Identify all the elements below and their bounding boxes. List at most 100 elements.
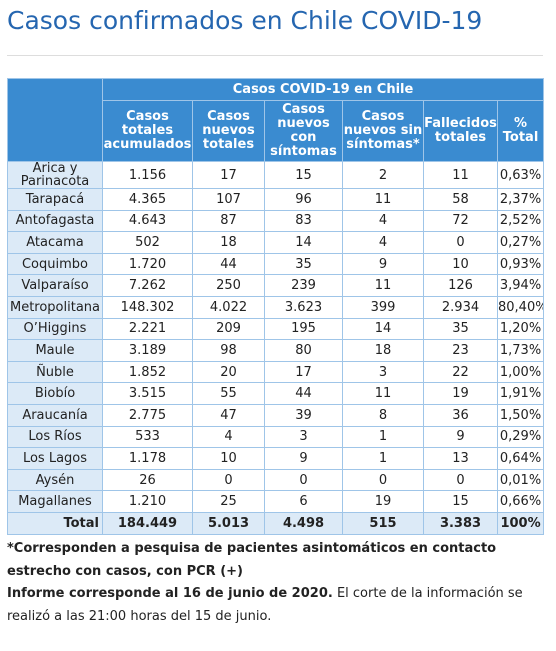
cell: 2,37% <box>496 188 545 211</box>
cell: 4 <box>342 209 424 233</box>
column-header: Casos nuevos totales <box>192 100 265 162</box>
cell: 55 <box>192 382 265 405</box>
cell: 1.178 <box>102 447 193 470</box>
cell: 107 <box>192 188 265 211</box>
cell: 4.365 <box>102 188 193 211</box>
column-header: Casos nuevos sin síntomas* <box>342 100 424 162</box>
cell: 7.262 <box>102 274 193 297</box>
cell: 1.852 <box>102 360 193 384</box>
cell: 26 <box>102 468 193 492</box>
cell: 0 <box>423 231 498 254</box>
cell: 23 <box>423 339 498 362</box>
cell: 0,01% <box>496 468 545 492</box>
column-header: Fallecidos totales <box>423 100 498 162</box>
cell: 4 <box>342 231 424 254</box>
cell: 10 <box>192 447 265 470</box>
cell: 25 <box>192 490 265 513</box>
table-caption: Casos COVID-19 en Chile <box>101 78 545 101</box>
cell: 0,64% <box>496 447 545 470</box>
report-cutoff: El corte de la información se realizó a … <box>7 586 523 624</box>
region-row: Valparaíso 7.262 250 239 11 126 3,94% <box>7 274 545 297</box>
total-cell: 184.449 <box>102 511 193 535</box>
cell: 15 <box>264 161 343 189</box>
column-header: Casos nuevos con síntomas <box>264 100 343 162</box>
cell: 4.022 <box>192 295 265 319</box>
cell: 19 <box>342 490 424 513</box>
cell: 0 <box>264 468 343 492</box>
region-name: Los Lagos <box>7 447 103 470</box>
cell: 239 <box>264 274 343 297</box>
cell: 2.221 <box>102 317 193 341</box>
cell: 35 <box>264 252 343 276</box>
cell: 58 <box>423 188 498 211</box>
region-row: Tarapacá 4.365 107 96 11 58 2,37% <box>7 188 545 211</box>
cell: 4.643 <box>102 209 193 233</box>
cell: 17 <box>264 360 343 384</box>
cell: 1,20% <box>496 317 545 341</box>
cell: 0,66% <box>496 490 545 513</box>
covid-table: Casos COVID-19 en Chile Casos totales acu… <box>7 78 545 535</box>
cell: 18 <box>342 339 424 362</box>
cell: 148.302 <box>102 295 193 319</box>
cell: 83 <box>264 209 343 233</box>
total-cell: 5.013 <box>192 511 265 535</box>
region-row: Los Ríos 533 4 3 1 9 0,29% <box>7 425 545 449</box>
region-name: Biobío <box>7 382 103 405</box>
table-body: Arica y Parinacota 1.156 17 15 2 11 0,63% Tarap… <box>7 161 545 535</box>
cell: 2 <box>342 161 424 189</box>
region-row: O’Higgins 2.221 209 195 14 35 1,20% <box>7 317 545 341</box>
cell: 14 <box>264 231 343 254</box>
region-name: Ñuble <box>7 360 103 384</box>
cell: 19 <box>423 382 498 405</box>
cell: 20 <box>192 360 265 384</box>
cell: 1.720 <box>102 252 193 276</box>
region-name: Arica y Parinacota <box>7 161 103 189</box>
region-name: Tarapacá <box>7 188 103 211</box>
cell: 11 <box>342 274 424 297</box>
cell: 1,73% <box>496 339 545 362</box>
cell: 3 <box>342 360 424 384</box>
cell: 47 <box>192 403 265 427</box>
region-name: Maule <box>7 339 103 362</box>
region-name: Los Ríos <box>7 425 103 449</box>
divider <box>7 55 543 56</box>
total-row: Total 184.449 5.013 4.498 515 3.383 100% <box>7 511 545 535</box>
cell: 9 <box>423 425 498 449</box>
cell: 98 <box>192 339 265 362</box>
table-head: Casos COVID-19 en Chile Casos totales acu… <box>7 78 545 162</box>
cell: 126 <box>423 274 498 297</box>
cell: 35 <box>423 317 498 341</box>
cell: 0 <box>423 468 498 492</box>
region-row: Aysén 26 0 0 0 0 0,01% <box>7 468 545 492</box>
region-name: Magallanes <box>7 490 103 513</box>
cell: 4 <box>192 425 265 449</box>
cell: 17 <box>192 161 265 189</box>
region-row: Coquimbo 1.720 44 35 9 10 0,93% <box>7 252 545 276</box>
caption-row: Casos COVID-19 en Chile <box>7 78 545 162</box>
cell: 1 <box>342 447 424 470</box>
total-cell: 4.498 <box>264 511 343 535</box>
cell: 72 <box>423 209 498 233</box>
cell: 14 <box>342 317 424 341</box>
cell: 0 <box>342 468 424 492</box>
region-name: Metropolitana <box>7 295 103 319</box>
cell: 1 <box>342 425 424 449</box>
cell: 44 <box>192 252 265 276</box>
cell: 1.156 <box>102 161 193 189</box>
cell: 13 <box>423 447 498 470</box>
region-row: Atacama 502 18 14 4 0 0,27% <box>7 231 545 254</box>
cell: 2,52% <box>496 209 545 233</box>
cell: 250 <box>192 274 265 297</box>
cell: 3 <box>264 425 343 449</box>
cell: 1,00% <box>496 360 545 384</box>
report-date: Informe corresponde al 16 de junio de 20… <box>7 586 333 601</box>
cell: 3.623 <box>264 295 343 319</box>
region-name: Aysén <box>7 468 103 492</box>
cell: 39 <box>264 403 343 427</box>
cell: 502 <box>102 231 193 254</box>
cell: 80,40% <box>496 295 545 319</box>
cell: 44 <box>264 382 343 405</box>
region-name: Atacama <box>7 231 103 254</box>
